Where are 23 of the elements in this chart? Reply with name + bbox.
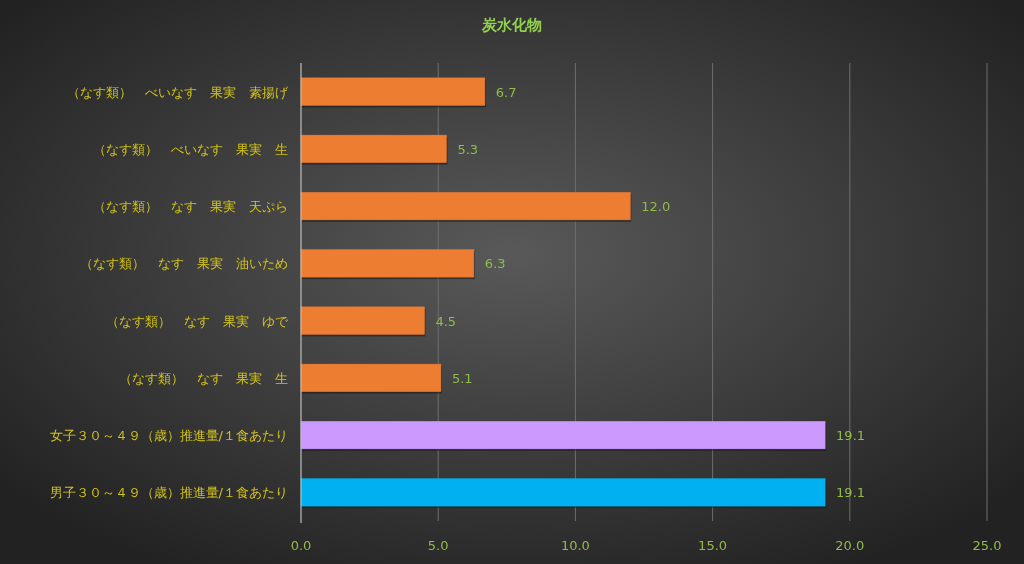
x-tick-label: 0.0 [290, 538, 312, 553]
data-label: 5.1 [451, 370, 473, 386]
data-label: 6.7 [495, 84, 517, 100]
y-tick-label: （なす類） なす 果実 ゆで [106, 313, 289, 329]
y-tick-label: 男子３０～４９（歳）推進量/１食あたり [49, 485, 288, 501]
data-label: 5.3 [457, 141, 479, 157]
data-label: 4.5 [435, 313, 457, 329]
y-tick-label: （なす類） べいなす 果実 生 [93, 141, 288, 157]
x-tick-label: 15.0 [698, 538, 728, 553]
x-tick-label: 10.0 [560, 538, 590, 553]
x-tick-label: 20.0 [835, 538, 865, 553]
y-tick-label: （なす類） なす 果実 天ぷら [93, 199, 288, 215]
chart-title: 炭水化物 [481, 16, 542, 34]
x-tick-label: 5.0 [427, 538, 449, 553]
y-tick-label: （なす類） なす 果実 生 [119, 370, 288, 386]
y-tick-label: （なす類） べいなす 果実 素揚げ [67, 84, 289, 100]
data-label: 12.0 [641, 199, 671, 215]
data-label: 19.1 [836, 428, 866, 444]
x-tick-label: 25.0 [972, 538, 1002, 553]
y-tick-label: （なす類） なす 果実 油いため [80, 256, 288, 272]
y-tick-label: 女子３０～４９（歳）推進量/１食あたり [49, 428, 288, 444]
data-label: 6.3 [484, 256, 506, 272]
data-label: 19.1 [836, 485, 866, 501]
